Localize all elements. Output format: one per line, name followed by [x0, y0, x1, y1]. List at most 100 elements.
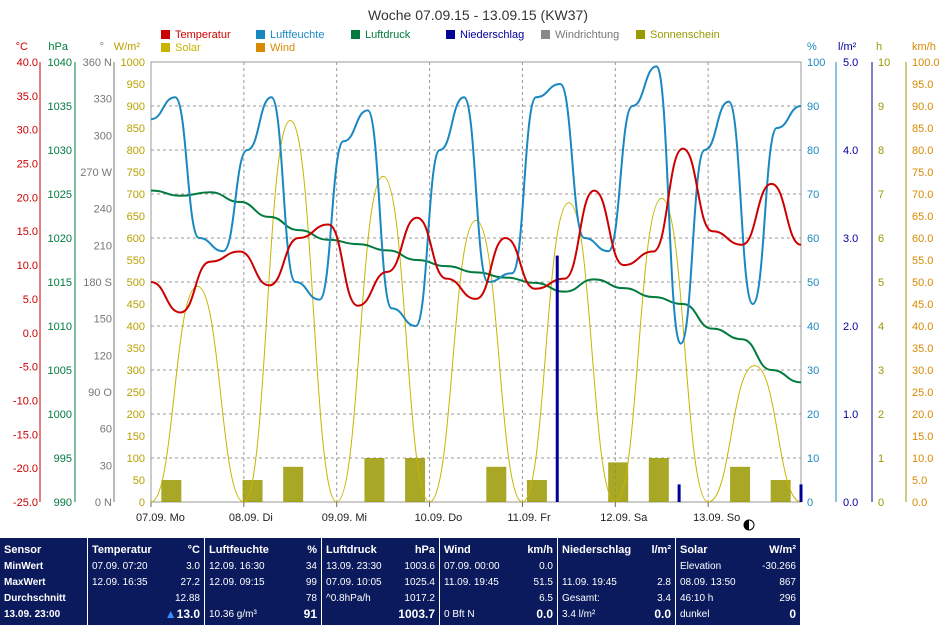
tick-label: 300: [94, 130, 112, 142]
rain-gesamt: 3.4: [657, 593, 671, 604]
press-current: 1003.7: [398, 607, 435, 621]
wind-max-time: 11.09. 19:45: [444, 577, 499, 588]
tick-label: 1015: [48, 277, 72, 289]
sunshine-bar: [770, 480, 791, 502]
sunshine-bar: [405, 458, 426, 502]
tick-label: 200: [127, 409, 145, 421]
sunshine-bar: [648, 458, 669, 502]
hum-unit: %: [307, 544, 317, 556]
tick-label: 60: [100, 424, 112, 436]
tick-label: 100: [807, 57, 825, 69]
tick-label: 180 S: [83, 277, 112, 289]
tick-label: 1010: [48, 321, 72, 333]
legend-label: Niederschlag: [460, 29, 524, 41]
tick-label: 20: [807, 409, 819, 421]
right-axes: 10090807060504030201005.04.03.02.01.00.0…: [807, 41, 940, 509]
legend-swatch: [351, 30, 360, 39]
tick-label: 650: [127, 211, 145, 223]
wind-title: Wind: [444, 544, 471, 556]
tick-label: 5.0: [843, 57, 858, 69]
tick-label: 20.0: [17, 192, 38, 204]
tick-label: 30: [100, 460, 112, 472]
legend-label: Sonnenschein: [650, 29, 720, 41]
tick-label: 75.0: [912, 167, 933, 179]
plot-area: [150, 61, 803, 503]
tick-label: 1000: [48, 409, 72, 421]
legend-label: Wind: [270, 42, 295, 54]
summary-row-labels: Sensor MinWert MaxWert Durchschnitt 13.0…: [0, 538, 88, 625]
press-title: Luftdruck: [326, 544, 377, 556]
tick-label: 300: [127, 365, 145, 377]
x-axis-labels: 07.09. Mo 08.09. Di 09.09. Mi 10.09. Do 11.0…: [136, 502, 740, 524]
sunshine-bar: [364, 458, 385, 502]
temp-unit: °C: [187, 544, 200, 556]
rain-bar: [555, 255, 559, 502]
rain-bar: [677, 484, 681, 502]
chart-legend: Temperatur Luftfeuchte Luftdruck Niederschl…: [161, 29, 720, 54]
tick-label: 1: [878, 453, 884, 465]
tick-label: 150: [94, 314, 112, 326]
tick-label: 3.0: [843, 233, 858, 245]
tick-label: 600: [127, 233, 145, 245]
press-unit: hPa: [414, 544, 435, 556]
rain-unit: l/m²: [651, 544, 671, 556]
sunshine-bar: [730, 466, 751, 502]
axis-unit: °C: [16, 41, 28, 53]
tick-label: 85.0: [912, 123, 933, 135]
tick-label: 10: [807, 453, 819, 465]
rain-max-val: 2.8: [657, 577, 671, 588]
axis-unit: °: [100, 41, 104, 53]
solar-sun-val: 296: [779, 593, 796, 604]
wind-min-time: 07.09. 00:00: [444, 561, 500, 572]
tick-label: 0: [878, 497, 884, 509]
hum-title: Luftfeuchte: [209, 544, 269, 556]
temp-min-time: 07.09. 07:20: [92, 561, 148, 572]
tick-label: 0: [807, 497, 813, 509]
tick-label: 35.0: [17, 91, 38, 103]
legend-label: Temperatur: [175, 29, 231, 41]
press-min-val: 1003.6: [404, 561, 435, 572]
tick-label: 210: [94, 240, 112, 252]
tick-label: 45.0: [912, 299, 933, 311]
tick-label: 360 N: [83, 57, 112, 69]
tick-label: 8: [878, 145, 884, 157]
tick-label: 20.0: [912, 409, 933, 421]
solar-max-val: 867: [779, 577, 796, 588]
wind-min-val: 0.0: [539, 561, 553, 572]
tick-label: 1005: [48, 365, 72, 377]
tick-label: 15.0: [17, 226, 38, 238]
tick-label: 80.0: [912, 145, 933, 157]
legend-swatch: [541, 30, 550, 39]
tick-label: 950: [127, 79, 145, 91]
weather-chart: Woche 07.09.15 - 13.09.15 (KW37) Tempera…: [13, 7, 940, 531]
tick-label: 30.0: [17, 125, 38, 137]
summary-niederschlag: Niederschlag l/m² 11.09. 19:45 2.8 Gesamt:…: [558, 538, 676, 625]
tick-label: 55.0: [912, 255, 933, 267]
summary-solar: Solar W/m² Elevation -30.266 08.09. 13:50 8…: [676, 538, 800, 625]
trend-arrow-icon: ▲: [164, 607, 177, 621]
tick-label: -25.0: [13, 497, 38, 509]
tick-label: 40.0: [17, 57, 38, 69]
press-avg: 1017.2: [404, 593, 435, 604]
tick-label: 90: [807, 101, 819, 113]
tick-label: 60: [807, 233, 819, 245]
hum-min-time: 12.09. 16:30: [209, 561, 265, 572]
sunshine-bars: [161, 458, 791, 502]
x-tick-label: 07.09. Mo: [136, 512, 185, 524]
legend-label: Solar: [175, 42, 201, 54]
summary-luftfeuchte: Luftfeuchte% 12.09. 16:30 34 12.09. 09:15…: [205, 538, 322, 625]
temp-current: 13.0: [176, 607, 200, 621]
label-avg: Durchschnitt: [4, 593, 66, 604]
tick-label: 6: [878, 233, 884, 245]
rain-gesamt-label: Gesamt:: [562, 593, 600, 604]
label-current: 13.09. 23:00: [4, 609, 61, 620]
rain-rate: 3.4 l/m²: [562, 609, 596, 620]
x-tick-label: 09.09. Mi: [322, 512, 367, 524]
tick-label: 250: [127, 387, 145, 399]
temp-title: Temperatur: [92, 544, 152, 556]
x-tick-label: 10.09. Do: [415, 512, 463, 524]
tick-label: 270 W: [80, 167, 112, 179]
tick-label: 500: [127, 277, 145, 289]
x-tick-label: 08.09. Di: [229, 512, 273, 524]
tick-label: 995: [54, 453, 72, 465]
